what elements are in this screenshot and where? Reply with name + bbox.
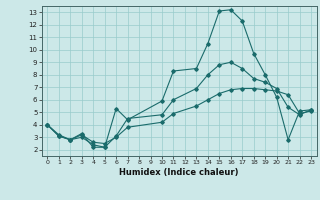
X-axis label: Humidex (Indice chaleur): Humidex (Indice chaleur)	[119, 168, 239, 177]
